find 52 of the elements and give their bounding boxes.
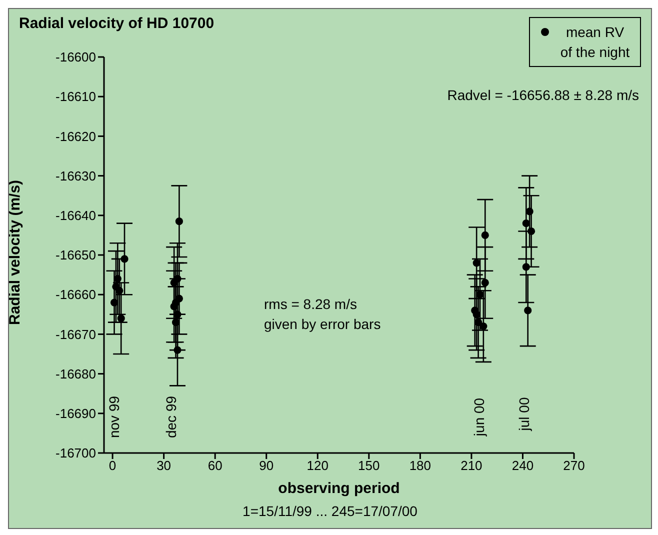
point: [481, 231, 489, 239]
point: [524, 306, 532, 314]
y-tick-label: -16660: [56, 287, 96, 302]
annotation: dec 99: [162, 396, 180, 438]
y-tick-label: -16620: [56, 128, 96, 144]
x-tick-label: 270: [563, 458, 585, 474]
y-tick-label: -16690: [56, 406, 96, 422]
point: [526, 208, 534, 216]
point: [527, 227, 536, 236]
chart-title: Radial velocity of HD 10700: [19, 15, 214, 32]
point: [174, 274, 182, 283]
annotation: Radvel = -16656.88 ± 8.28 m/s: [447, 86, 639, 105]
x-tick-label: 120: [306, 458, 328, 474]
annotation: jul 00: [515, 397, 533, 431]
x-tick-label: 90: [259, 458, 274, 474]
x-tick-label: 240: [512, 458, 534, 474]
y-tick-label: -16670: [56, 326, 96, 342]
y-tick-label: -16700: [56, 446, 96, 461]
y-tick-label: -16650: [56, 248, 96, 263]
point: [174, 310, 182, 318]
x-axis-title: observing period: [278, 480, 400, 497]
legend-label: mean RV of the night: [560, 23, 630, 62]
point: [476, 290, 484, 298]
point: [481, 278, 489, 287]
point: [174, 346, 182, 354]
point: [480, 322, 488, 330]
point: [172, 318, 180, 326]
point: [114, 274, 122, 283]
x-tick-label: 210: [460, 458, 482, 474]
point: [110, 298, 118, 306]
y-tick-label: -16610: [56, 89, 96, 104]
point: [117, 314, 125, 322]
y-tick-label: -16640: [56, 208, 96, 224]
text: 1=15/11/99 ... 245=17/07/00: [242, 502, 418, 521]
annotation: nov 99: [105, 396, 123, 438]
point: [116, 286, 124, 294]
point: [120, 255, 128, 263]
annotation: jun 00: [470, 398, 488, 436]
y-tick-label: -16600: [56, 50, 96, 65]
x-tick-label: 60: [208, 458, 222, 474]
x-tick-label: 0: [108, 458, 116, 474]
x-tick-label: 150: [358, 458, 380, 474]
x-tick-label: 30: [156, 458, 172, 474]
point: [472, 310, 480, 318]
x-tick-label: 180: [409, 458, 432, 474]
y-tick-label: -16680: [56, 366, 96, 382]
point: [175, 218, 183, 226]
y-tick-label: -16630: [56, 168, 96, 184]
point: [522, 263, 530, 271]
annotation: rms = 8.28 m/s given by error bars: [264, 295, 381, 334]
point: [472, 259, 480, 267]
point: [522, 220, 530, 228]
